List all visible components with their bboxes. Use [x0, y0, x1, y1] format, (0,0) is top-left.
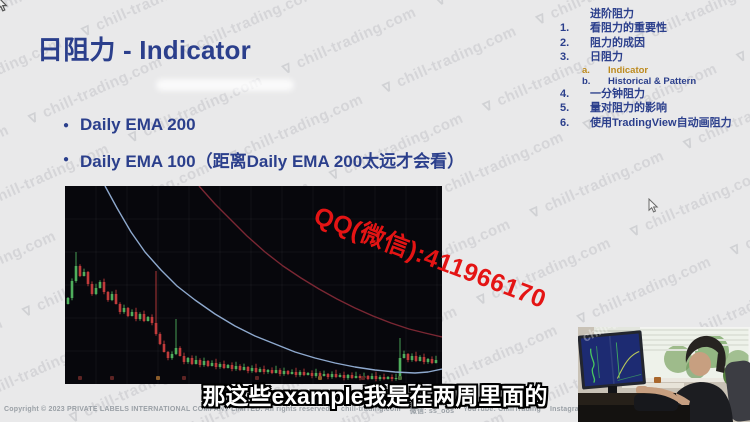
watermark-tile: ∇chill-trading.com	[279, 3, 419, 78]
agenda-item-label: 看阻力的重要性	[590, 22, 667, 35]
agenda-item: 6. 使用TradingView自动画阻力	[560, 117, 748, 130]
agenda-item-number: b.	[582, 75, 591, 87]
slide-title: 日阻力 - Indicator	[37, 35, 251, 65]
watermark-logo-icon: ∇	[480, 97, 496, 115]
watermark-text: chill-trading.com	[0, 314, 6, 383]
watermark-tile: ∇chill-trading.com	[0, 122, 11, 196]
watermark-logo-icon: ∇	[728, 240, 744, 259]
watermark-tile: ∇chill-trading.com	[433, 0, 572, 10]
watermark-tile: ∇chill-trading.com	[628, 166, 750, 240]
agenda-item: b. Historical & Pattern	[560, 75, 748, 88]
watermark-text: chill-trading.com	[0, 227, 59, 296]
watermark-tile: ∇chill-trading.com	[0, 0, 118, 22]
agenda-item: 4. 一分钟阻力	[560, 88, 748, 101]
agenda-item: 3. 日阻力	[560, 51, 748, 64]
watermark-text: chill-trading.com	[293, 3, 419, 72]
watermark-logo-icon: ∇	[26, 109, 41, 127]
watermark-tile: ∇chill-trading.com	[0, 315, 6, 389]
bullet-dot-icon: ●	[63, 154, 70, 165]
watermark-logo-icon: ∇	[279, 59, 295, 78]
watermark-text: chill-trading.com	[588, 253, 714, 322]
agenda-item-label: 使用TradingView自动画阻力	[590, 116, 732, 129]
watermark-logo-icon: ∇	[433, 0, 449, 9]
copyright-text: Copyright © 2023 PRIVATE LABELS INTERNAT…	[4, 406, 332, 413]
watermark-logo-icon: ∇	[533, 10, 549, 28]
watermark-tile: ∇chill-trading.com	[728, 185, 750, 259]
webcam-scene	[578, 327, 750, 422]
footer-wechat: 微信: ss_oos	[409, 408, 455, 415]
watermark-logo-icon: ∇	[380, 78, 396, 97]
desk-equipment	[634, 394, 678, 411]
watermark-logo-icon: ∇	[628, 222, 643, 240]
video-subtitle: 那这些example我是在两周里面的	[202, 383, 548, 409]
agenda-item-number: 4.	[560, 87, 570, 100]
bullet-item-ema100: ● Daily EMA 100（距离Daily EMA 200太远才会看）	[63, 147, 464, 172]
watermark-text: chill-trading.com	[394, 22, 520, 91]
watermark-tile: ∇chill-trading.com	[0, 228, 59, 302]
agenda-item-number: 6.	[560, 116, 570, 129]
watermark-tile: ∇chill-trading.com	[574, 253, 714, 327]
agenda-item-number: 2.	[560, 36, 570, 49]
agenda-item: 2. 阻力的成因	[560, 37, 748, 50]
footer-site: chill-trading.com	[340, 406, 401, 413]
price-chart-svg	[65, 185, 443, 384]
agenda-item-label: Historical & Pattern	[608, 75, 697, 87]
bullet-label: Daily EMA 100（距离Daily EMA 200太远才会看）	[80, 152, 465, 171]
monitor	[578, 330, 646, 390]
agenda-item: a. Indicator	[560, 64, 748, 77]
watermark-logo-icon: ∇	[20, 302, 35, 320]
price-chart	[65, 185, 443, 384]
agenda-item-label: 阻力的成因	[590, 36, 645, 49]
watermark-text: chill-trading.com	[447, 0, 572, 4]
agenda-item-number: 1.	[560, 22, 570, 35]
agenda-item-label: 一分钟阻力	[590, 87, 645, 100]
agenda-item-label: 日阻力	[590, 51, 623, 64]
agenda-item-number: 3.	[560, 51, 570, 64]
watermark-logo-icon: ∇	[681, 135, 697, 153]
face	[689, 352, 711, 376]
agenda-item-number: a.	[582, 64, 590, 76]
mouse-cursor[interactable]	[648, 198, 662, 214]
watermark-text: chill-trading.com	[742, 185, 750, 254]
watermark-logo-icon: ∇	[527, 203, 543, 221]
bullet-dot-icon: ●	[63, 119, 70, 131]
agenda-outline: 进阶阻力 1. 看阻力的重要性 2. 阻力的成因 3. 日阻力 a. Indicator b. Hi…	[560, 8, 748, 131]
footer-youtube: YouTube: ChillTrading	[463, 406, 542, 413]
agenda-item-number	[560, 8, 590, 21]
agenda-item: 1. 看阻力的重要性	[560, 22, 748, 35]
agenda-item-label: 进阶阻力	[590, 8, 634, 20]
watermark-text: chill-trading.com	[0, 121, 12, 190]
watermark-tile: ∇chill-trading.com	[527, 147, 667, 221]
blurred-text-strip	[156, 79, 294, 91]
agenda-item-label: Indicator	[608, 64, 649, 76]
bullet-item-ema200: ● Daily EMA 200	[63, 115, 196, 135]
watermark-tile: ∇chill-trading.com	[380, 23, 519, 97]
bullet-label: Daily EMA 200	[80, 115, 196, 134]
agenda-header: 进阶阻力	[560, 8, 748, 21]
hair	[685, 335, 726, 367]
agenda-item-number: 5.	[560, 102, 570, 115]
watermark-logo-icon: ∇	[574, 309, 590, 327]
watermark-text: chill-trading.com	[0, 0, 118, 15]
corner-cursor-fragment	[0, 0, 8, 12]
agenda-item: 5. 量对阻力的影响	[560, 102, 748, 115]
webcam-overlay: chill-trading.com	[578, 327, 750, 422]
agenda-item-label: 量对阻力的影响	[590, 102, 667, 115]
